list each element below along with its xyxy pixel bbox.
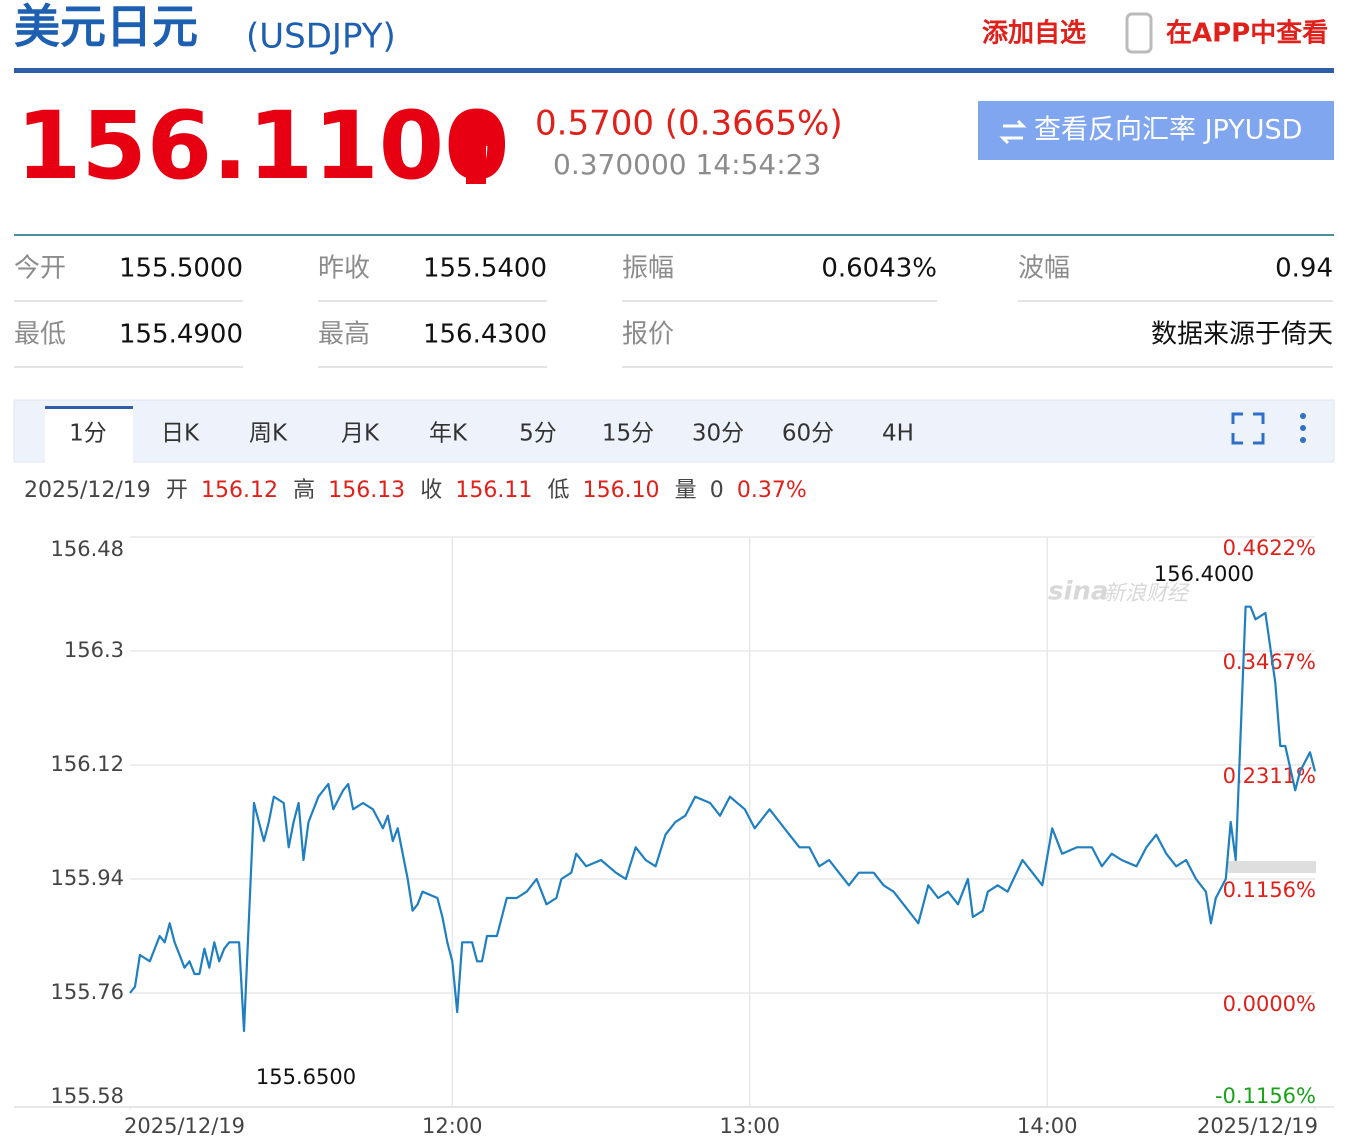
more-icon[interactable] xyxy=(1300,413,1306,443)
active-tab[interactable] xyxy=(45,408,133,464)
stat-label: 波幅 xyxy=(1018,254,1070,284)
y2-tick-label: 0.1156% xyxy=(1223,878,1316,902)
stat-value: 156.4300 xyxy=(423,320,547,350)
y2-tick-label: 0.4622% xyxy=(1223,536,1316,560)
ohlc-label: 量 xyxy=(675,478,697,503)
stat-value: 155.4900 xyxy=(119,320,243,350)
quote-sub: 0.370000 14:54:23 xyxy=(553,148,821,181)
y-tick-label: 156.3 xyxy=(64,638,124,662)
ohlc-label: 高 xyxy=(293,478,315,503)
price-marker xyxy=(1228,861,1316,873)
tab[interactable]: 1分 xyxy=(69,421,107,447)
code: (USDJPY) xyxy=(246,17,396,57)
ohlc-value: 156.13 xyxy=(328,478,405,503)
stat-label: 振幅 xyxy=(622,254,674,284)
tab[interactable]: 30分 xyxy=(692,421,744,447)
y-tick-label: 155.58 xyxy=(51,1084,124,1108)
stat-value: 155.5000 xyxy=(119,254,243,284)
ohlc-line: 2025/12/19 开 156.12 高 156.13 收 156.11 低 … xyxy=(24,478,807,503)
view-in-app[interactable]: 在APP中查看 xyxy=(1166,19,1328,49)
stat-value: 0.94 xyxy=(1275,254,1333,284)
reverse-button-label[interactable]: 查看反向汇率 JPYUSD xyxy=(1034,115,1302,146)
x-tick-label: 12:00 xyxy=(422,1114,483,1138)
stat-label: 报价 xyxy=(622,320,674,350)
y2-tick-label: 0.0000% xyxy=(1223,992,1316,1016)
y-tick-label: 156.12 xyxy=(51,752,124,776)
reverse-button[interactable] xyxy=(978,101,1334,160)
fullscreen-icon[interactable] xyxy=(1231,412,1265,445)
phone-icon xyxy=(1125,12,1153,54)
tab-bar xyxy=(13,399,1335,463)
ohlc-date: 2025/12/19 xyxy=(24,478,151,503)
stat-rules xyxy=(14,300,1333,368)
title: 美元日元 xyxy=(14,0,198,54)
x-tick-label: 2025/12/19 xyxy=(124,1114,245,1138)
tab[interactable]: 4H xyxy=(882,421,914,447)
tab[interactable]: 5分 xyxy=(519,421,557,447)
x-tick-label: 13:00 xyxy=(720,1114,781,1138)
tab[interactable]: 周K xyxy=(249,421,288,447)
y2-tick-label: -0.1156% xyxy=(1215,1084,1316,1108)
change: 0.5700 (0.3665%) xyxy=(535,104,843,144)
stat-label: 最高 xyxy=(318,320,370,350)
y2-tick-label: 0.3467% xyxy=(1223,650,1316,674)
watermark: 新浪财经 xyxy=(1104,581,1190,605)
header-rule xyxy=(14,68,1334,73)
ohlc-value: 156.11 xyxy=(455,478,532,503)
ohlc-label: 开 xyxy=(166,478,188,503)
add-watchlist[interactable]: 添加自选 xyxy=(982,18,1086,49)
tab[interactable]: 15分 xyxy=(602,421,654,447)
price: 156.1100 xyxy=(16,92,510,201)
stat-value: 数据来源于倚天 xyxy=(1151,320,1333,350)
stat-value: 0.6043% xyxy=(821,254,937,284)
y-tick-label: 155.94 xyxy=(51,866,124,890)
stat-label: 今开 xyxy=(14,254,66,284)
ohlc-change: 0.37% xyxy=(737,478,807,503)
chart: sina 新浪财经 156.48 156.3 156.12 155.94 155.76 1… xyxy=(14,536,1334,1138)
x-tick-label: 2025/12/19 xyxy=(1197,1114,1318,1138)
tab[interactable]: 年K xyxy=(429,421,468,447)
tabs: 1分 日K 周K 月K 年K 5分 15分 30分 60分 4H xyxy=(69,421,914,447)
ohlc-value: 156.12 xyxy=(201,478,278,503)
y-tick-label: 155.76 xyxy=(51,980,124,1004)
tab[interactable]: 60分 xyxy=(782,421,834,447)
ohlc-label: 收 xyxy=(420,478,442,503)
ohlc-value: 0 xyxy=(710,478,724,503)
tab[interactable]: 日K xyxy=(161,421,200,447)
tab[interactable]: 月K xyxy=(341,421,380,447)
stat-label: 最低 xyxy=(14,320,66,350)
ohlc-label: 低 xyxy=(547,478,569,503)
x-tick-label: 14:00 xyxy=(1017,1114,1078,1138)
swap-icon xyxy=(999,119,1027,145)
ohlc-value: 156.10 xyxy=(583,478,660,503)
annotation: 156.4000 xyxy=(1154,562,1254,586)
y-tick-label: 156.48 xyxy=(51,537,124,561)
price-line xyxy=(129,605,1317,1033)
stat-value: 155.5400 xyxy=(423,254,547,284)
active-tab-indicator xyxy=(45,406,133,409)
annotation: 155.6500 xyxy=(256,1065,356,1089)
stat-label: 昨收 xyxy=(318,254,370,284)
stats-rule xyxy=(14,234,1334,236)
up-arrow xyxy=(450,112,502,184)
watermark: sina xyxy=(1048,577,1108,607)
